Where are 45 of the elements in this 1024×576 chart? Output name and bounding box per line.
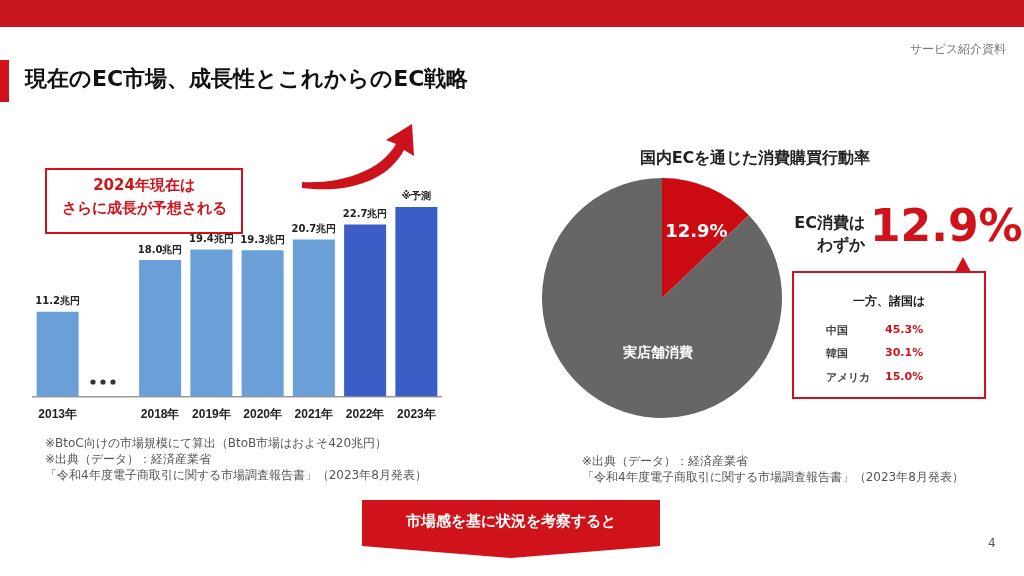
- text: ※出典（データ）：経済産業省: [45, 451, 212, 468]
- text: 市場感を基に状況を考察すると: [405, 512, 617, 531]
- slice-label: 実店舗消費: [623, 343, 694, 360]
- text: ※出典（データ）：経済産業省: [582, 453, 749, 470]
- x-tick-label: 2019年: [192, 407, 231, 422]
- bar: [139, 260, 182, 397]
- annotation: ※予測: [401, 189, 432, 201]
- bar: [36, 311, 79, 397]
- x-tick-label: 2018年: [140, 407, 180, 422]
- text: 韓国: [826, 346, 848, 361]
- text: 「令和4年度電子商取引に関する市場調査報告書」（2023年8月発表）: [45, 467, 427, 484]
- text: 45.3%: [885, 323, 924, 336]
- text: 中国: [826, 323, 848, 338]
- data-label: 19.4兆円: [189, 233, 234, 245]
- data-label: 19.3兆円: [240, 233, 285, 245]
- text: 4: [988, 536, 996, 550]
- text: わずか: [816, 235, 865, 256]
- text: 30.1%: [885, 346, 924, 359]
- text: 2024年現在は: [92, 176, 196, 195]
- data-label: 22.7兆円: [342, 208, 388, 220]
- bar: [395, 207, 438, 397]
- data-label: 12.9%: [665, 219, 728, 241]
- data-label: 20.7兆円: [291, 223, 337, 235]
- x-tick-label: 2023年: [397, 407, 436, 422]
- text: サービス紹介資料: [910, 41, 1006, 58]
- text: 12.9%: [870, 200, 1023, 251]
- x-tick-label: 2022年: [345, 407, 385, 422]
- bar: [344, 224, 387, 397]
- text: 一方、諸国は: [852, 293, 926, 310]
- x-tick-label: 2021年: [294, 407, 334, 422]
- bar: [241, 250, 284, 397]
- x-tick-label: 2013年: [38, 407, 77, 422]
- chart-title: 国内ECを通じた消費購買行動率: [638, 148, 872, 169]
- text: アメリカ: [826, 370, 870, 385]
- x-tick-label: 2020年: [243, 407, 282, 422]
- text: EC消費は: [793, 213, 865, 234]
- data-label: 11.2兆円: [35, 295, 80, 307]
- bar: [190, 249, 233, 397]
- annotation: さらに成長が予想される: [60, 199, 228, 218]
- text: ※BtoC向けの市場規模にて算出（BtoB市場はおよそ420兆円）: [45, 435, 388, 452]
- text: 「令和4年度電子商取引に関する市場調査報告書」（2023年8月発表）: [582, 469, 964, 486]
- chart-title: 現在のEC市場、成長性とこれからのEC戦略: [25, 65, 469, 93]
- bar: [292, 239, 335, 397]
- data-label: 18.0兆円: [137, 243, 183, 255]
- text: 15.0%: [885, 370, 924, 383]
